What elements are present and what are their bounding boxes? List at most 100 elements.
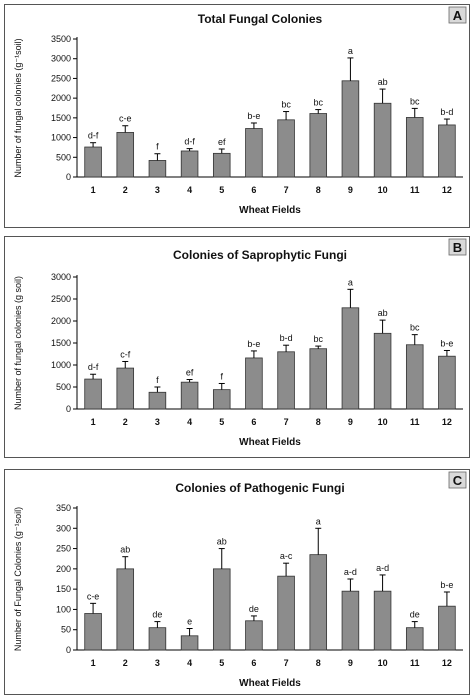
x-tick-label: 2 [123, 658, 128, 668]
x-tick-label: 5 [219, 658, 224, 668]
panel-label-box [448, 471, 467, 489]
significance-letter: f [156, 375, 159, 385]
x-axis-title: Wheat Fields [239, 678, 301, 689]
significance-letter: de [152, 610, 162, 620]
x-tick-label: 3 [155, 658, 160, 668]
bar [438, 355, 456, 410]
bar [84, 378, 102, 410]
significance-letter: e [187, 616, 192, 626]
significance-letter: b-d [440, 107, 453, 117]
significance-letter: a [348, 46, 353, 56]
significance-letter: ef [186, 368, 194, 378]
significance-letter: d-f [88, 362, 99, 372]
x-tick-label: 6 [251, 658, 256, 668]
significance-letter: a-d [344, 567, 357, 577]
chart-a-svg: Total Fungal Colonies A050010001500200025… [13, 6, 467, 216]
bar [373, 102, 392, 178]
y-tick-label: 1000 [51, 133, 71, 143]
y-tick-label: 2500 [51, 294, 71, 304]
chart-b-svg: Colonies of Saprophytic Fungi B0500100015… [13, 238, 467, 448]
bar [148, 160, 167, 178]
bar [405, 627, 424, 651]
bar [341, 80, 360, 178]
y-tick-label: 350 [56, 503, 71, 513]
bar [373, 590, 392, 651]
x-tick-label: 9 [348, 417, 353, 427]
bar [309, 113, 328, 178]
bar [438, 605, 456, 651]
x-tick-label: 6 [251, 417, 256, 427]
bar [309, 554, 328, 651]
y-axis-title: Number of fungal colonies (g⁻¹soil) [13, 38, 23, 177]
bar [116, 132, 135, 178]
x-tick-label: 8 [316, 185, 321, 195]
bar [341, 590, 360, 651]
significance-letter: a [316, 516, 321, 526]
x-tick-label: 4 [187, 658, 192, 668]
x-tick-label: 12 [442, 185, 452, 195]
bar [405, 117, 424, 178]
x-tick-label: 10 [378, 185, 388, 195]
bar [116, 568, 135, 651]
bar [148, 391, 167, 410]
chart-panel-c: Colonies of Pathogenic Fungi C 0 50 100 150 20… [4, 469, 470, 695]
y-tick-label: 500 [56, 152, 71, 162]
significance-letter: f [220, 371, 223, 381]
panel-label-box [448, 238, 467, 256]
bar [373, 332, 392, 410]
significance-letter: ab [120, 545, 130, 555]
x-tick-label: 10 [378, 417, 388, 427]
significance-letter: bc [410, 96, 420, 106]
y-tick-label: 1500 [51, 338, 71, 348]
x-tick-label: 7 [284, 417, 289, 427]
x-tick-label: 11 [410, 658, 420, 668]
x-tick-label: 9 [348, 658, 353, 668]
chart-title: Colonies of Pathogenic Fungi [175, 481, 344, 495]
x-tick-label: 8 [316, 658, 321, 668]
bar [245, 620, 263, 651]
significance-letter: b-d [280, 333, 293, 343]
chart-c-svg: Colonies of Pathogenic Fungi C 0 50 100 150 20… [13, 471, 467, 689]
significance-letter: de [249, 604, 259, 614]
bar [277, 575, 295, 651]
bar [405, 344, 424, 410]
chart-title: Colonies of Saprophytic Fungi [173, 248, 347, 262]
y-tick-label: 150 [56, 584, 71, 594]
y-axis-title: Number of fungal colonies (g soil) [13, 276, 23, 410]
significance-letter: b-e [440, 580, 453, 590]
chart-panel-a: Total Fungal Colonies A 0 500 1000 1500 2000 25… [4, 4, 470, 228]
bar [180, 381, 199, 410]
significance-letter: b-e [440, 338, 453, 348]
x-tick-label: 11 [410, 185, 420, 195]
x-tick-label: 1 [91, 658, 96, 668]
x-axis-title: Wheat Fields [239, 437, 301, 448]
bar [212, 389, 231, 410]
significance-letter: c-e [119, 114, 132, 124]
panel-label: C [453, 473, 463, 488]
y-tick-label: 500 [56, 382, 71, 392]
y-tick-label: 0 [66, 172, 71, 182]
significance-letter: c-e [87, 591, 100, 601]
significance-letter: bc [313, 98, 323, 108]
bar [277, 351, 295, 410]
bar [309, 348, 328, 410]
bar [341, 307, 360, 410]
significance-letter: d-f [88, 131, 99, 141]
y-tick-label: 3500 [51, 34, 71, 44]
significance-letter: ab [217, 537, 227, 547]
x-tick-label: 5 [219, 185, 224, 195]
x-tick-label: 5 [219, 417, 224, 427]
bar [116, 367, 135, 410]
chart-title: Total Fungal Colonies [198, 12, 323, 26]
x-tick-label: 3 [155, 417, 160, 427]
y-tick-label: 0 [66, 404, 71, 414]
chart-panel-b: Colonies of Saprophytic Fungi B 0 500 1000 15… [4, 236, 470, 458]
bar [438, 124, 456, 178]
x-tick-label: 9 [348, 185, 353, 195]
bar [277, 119, 295, 178]
panel-label-box [448, 6, 467, 24]
y-tick-label: 200 [56, 564, 71, 574]
x-tick-label: 2 [123, 417, 128, 427]
bar [245, 357, 263, 410]
y-tick-label: 300 [56, 523, 71, 533]
